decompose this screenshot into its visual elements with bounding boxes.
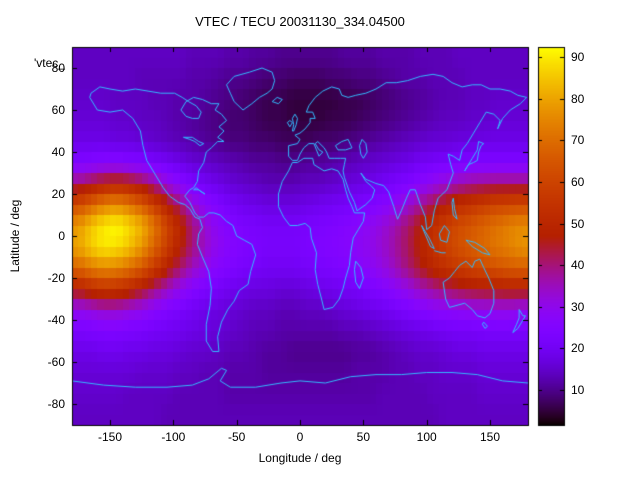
y-tick-label: -80 <box>47 397 65 411</box>
x-tick-label: -50 <box>227 430 246 444</box>
colorbar-tick-label: 40 <box>571 258 585 273</box>
colorbar-tick-label: 90 <box>571 50 585 65</box>
y-tick-label: 0 <box>58 229 65 243</box>
x-tick-label: -150 <box>97 430 123 444</box>
x-tick-label: 50 <box>356 430 371 444</box>
y-tick-label: 80 <box>51 61 65 75</box>
y-tick-label: 40 <box>51 145 65 159</box>
x-tick-label: 150 <box>479 430 501 444</box>
colorbar-tick-label: 60 <box>571 175 585 189</box>
colorbar-tick-label: 30 <box>571 299 585 314</box>
y-tick-label: 60 <box>51 103 65 117</box>
x-axis-title: Longitude / deg <box>258 451 342 465</box>
colorbar-tick-label: 20 <box>571 341 585 356</box>
colorbar-tick-label: 70 <box>571 133 585 148</box>
y-axis-title: Latitude / deg <box>8 199 22 273</box>
x-tick-label: -100 <box>161 430 186 444</box>
y-tick-label: -40 <box>47 313 65 327</box>
y-tick-label: -20 <box>47 271 65 285</box>
x-tick-label: 100 <box>416 430 437 444</box>
colorbar-tick-label: 80 <box>571 91 585 106</box>
legend-key-label: 'vtec_ <box>34 56 65 70</box>
chart-title: VTEC / TECU 20031130_334.04500 <box>195 14 405 29</box>
colorbar-tick-label: 10 <box>571 382 585 397</box>
colorbar-tick-label: 50 <box>571 216 585 231</box>
y-tick-label: 20 <box>51 187 65 201</box>
y-tick-label: -60 <box>47 355 65 369</box>
x-tick-label: 0 <box>296 430 304 444</box>
